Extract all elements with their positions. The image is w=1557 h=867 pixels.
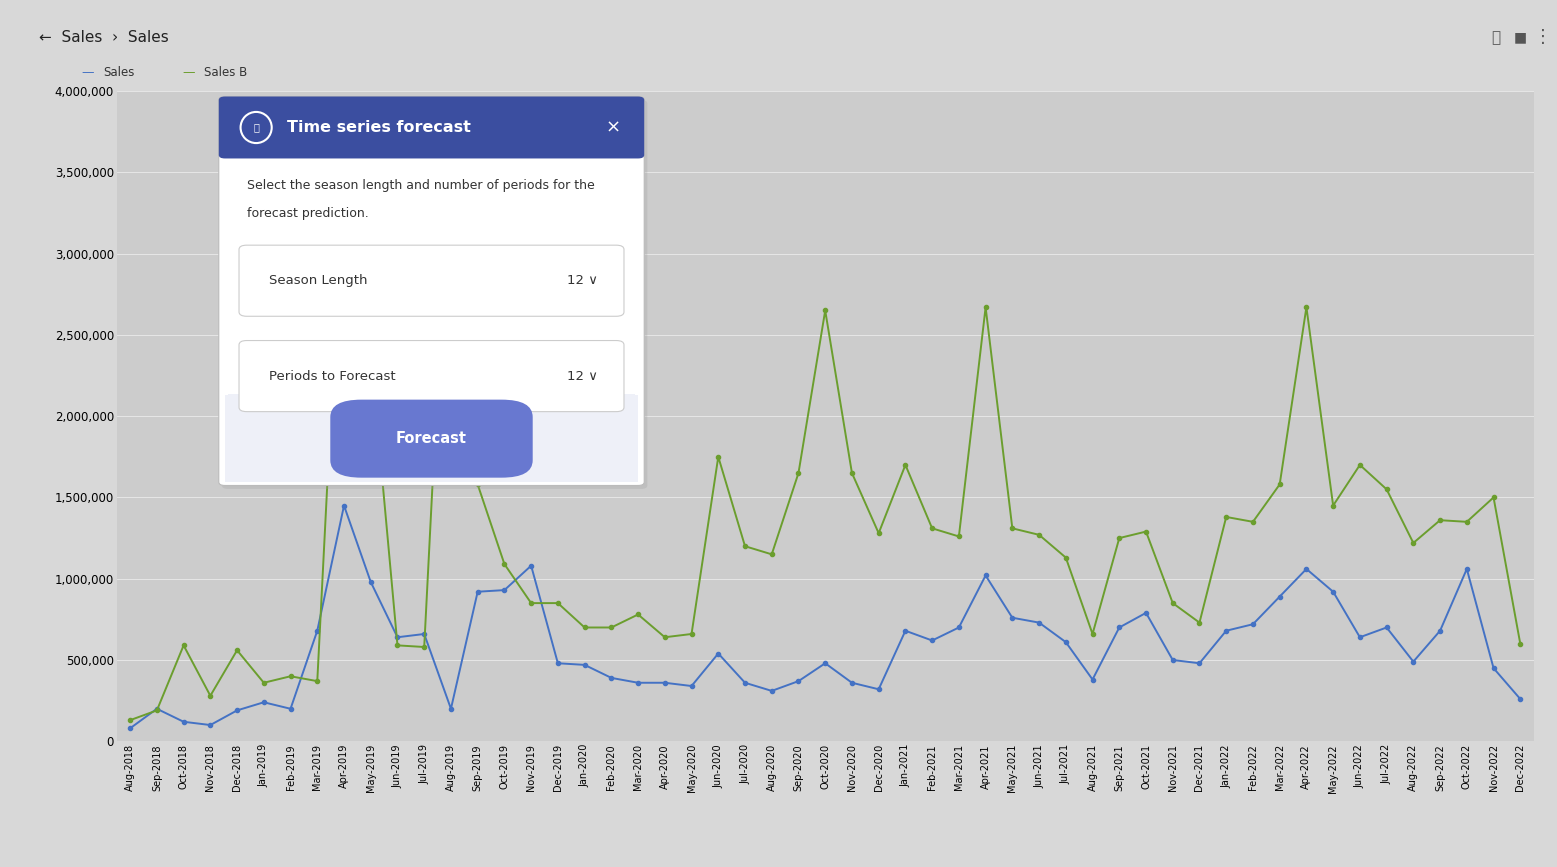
Text: ×: × [606, 119, 621, 136]
Text: Sales B: Sales B [204, 67, 248, 79]
Text: Sales: Sales [103, 67, 134, 79]
Text: ■: ■ [1513, 30, 1526, 44]
Text: ⧖: ⧖ [254, 122, 258, 133]
Text: ⏰: ⏰ [1492, 29, 1501, 45]
Text: Forecast: Forecast [395, 431, 467, 447]
Text: Periods to Forecast: Periods to Forecast [269, 369, 395, 382]
Text: —: — [81, 67, 93, 79]
Text: Season Length: Season Length [269, 274, 367, 287]
Text: forecast prediction.: forecast prediction. [248, 207, 369, 220]
Text: ←  Sales  ›  Sales: ← Sales › Sales [39, 29, 168, 45]
Text: 12 ∨: 12 ∨ [567, 274, 598, 287]
Text: Select the season length and number of periods for the: Select the season length and number of p… [248, 179, 595, 192]
Text: ⋮: ⋮ [1534, 29, 1552, 46]
Text: Time series forecast: Time series forecast [288, 120, 472, 135]
Text: —: — [182, 67, 195, 79]
Text: 12 ∨: 12 ∨ [567, 369, 598, 382]
